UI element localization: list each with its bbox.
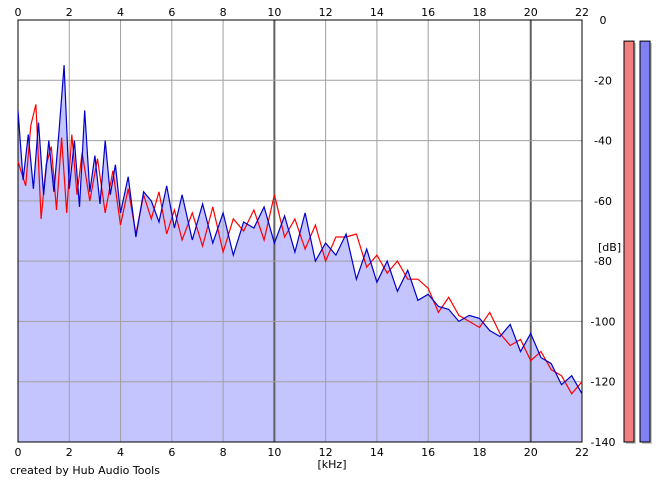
red-series-line xyxy=(17,104,583,395)
y-tick-label: -140 xyxy=(591,436,616,449)
x-tick-label-top: 4 xyxy=(117,6,124,19)
x-tick-label-top: 10 xyxy=(267,6,281,19)
x-tick-label-top: 2 xyxy=(66,6,73,19)
x-tick-label-bottom: 20 xyxy=(524,446,538,459)
x-tick-label-bottom: 14 xyxy=(370,446,384,459)
x-tick-label-top: 12 xyxy=(319,6,333,19)
x-tick-label-bottom: 12 xyxy=(319,446,333,459)
y-tick-label: -80 xyxy=(594,255,612,268)
spectrum-fill-area xyxy=(18,65,582,442)
level-meters xyxy=(623,40,652,444)
x-tick-label-top: 16 xyxy=(421,6,435,19)
y-tick-label: -20 xyxy=(594,74,612,87)
x-tick-label-bottom: 8 xyxy=(220,446,227,459)
y-tick-label: -120 xyxy=(591,376,616,389)
x-tick-label-top: 14 xyxy=(370,6,384,19)
grid-lines xyxy=(17,19,583,443)
series-layer xyxy=(17,65,583,395)
plot-background xyxy=(18,20,582,442)
x-tick-label-top: 20 xyxy=(524,6,538,19)
x-tick-label-bottom: 16 xyxy=(421,446,435,459)
x-tick-label-top: 8 xyxy=(220,6,227,19)
x-tick-label-bottom: 4 xyxy=(117,446,124,459)
x-tick-label-bottom: 18 xyxy=(472,446,486,459)
x-axis-unit-label: [kHz] xyxy=(318,458,347,471)
x-tick-label-top: 22 xyxy=(575,6,589,19)
x-tick-label-top: 0 xyxy=(15,6,22,19)
y-tick-label: -40 xyxy=(594,135,612,148)
y-axis-unit-label: [dB] xyxy=(598,241,621,254)
credit-text: created by Hub Audio Tools xyxy=(10,464,160,477)
y-tick-label: 0 xyxy=(600,14,607,27)
blue-series-line xyxy=(17,65,583,395)
x-tick-label-bottom: 22 xyxy=(575,446,589,459)
left-level-meter xyxy=(623,40,635,443)
plot-frame xyxy=(17,19,583,443)
right-level-meter xyxy=(639,40,651,443)
axis-tick-labels: 002244668810101212141416161818202022220-… xyxy=(15,6,616,459)
x-tick-label-bottom: 6 xyxy=(168,446,175,459)
x-tick-label-top: 18 xyxy=(472,6,486,19)
y-tick-label: -60 xyxy=(594,195,612,208)
x-tick-label-bottom: 2 xyxy=(66,446,73,459)
x-tick-label-bottom: 10 xyxy=(267,446,281,459)
y-tick-label: -100 xyxy=(591,315,616,328)
x-tick-label-top: 6 xyxy=(168,6,175,19)
x-tick-label-bottom: 0 xyxy=(15,446,22,459)
